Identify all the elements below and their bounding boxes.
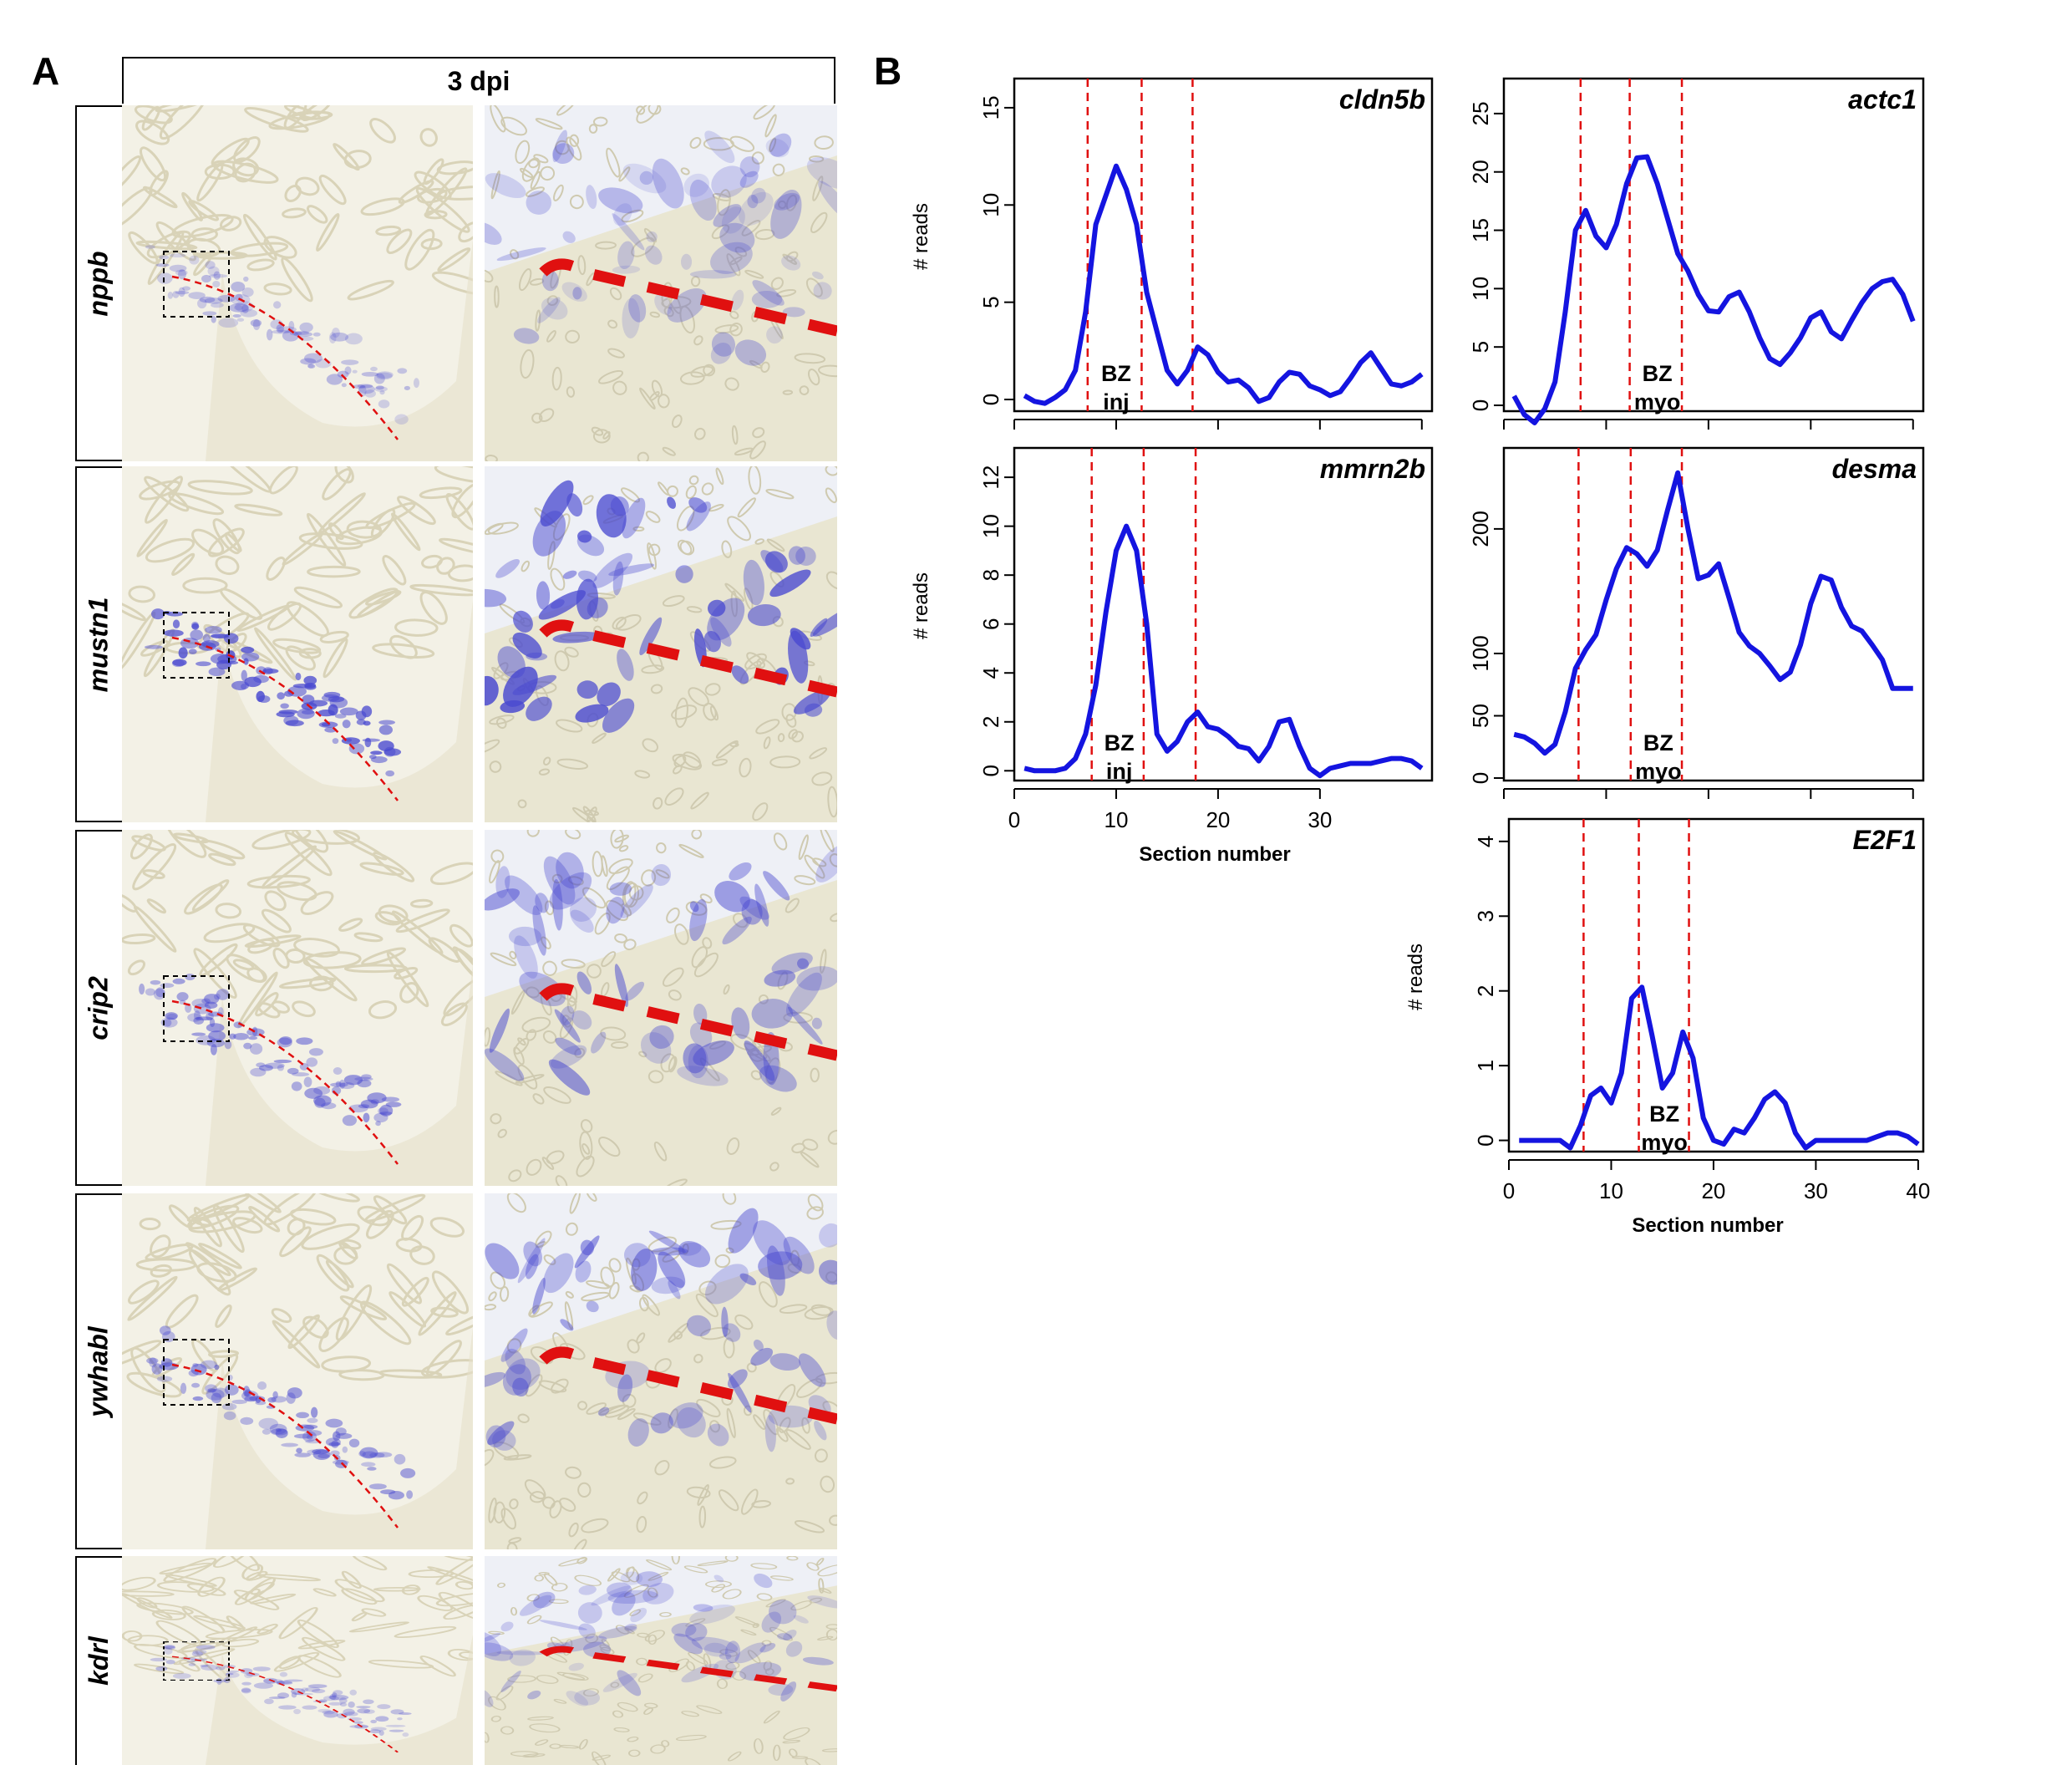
- row-bracket: [75, 466, 122, 822]
- y-tick-label: 5: [1468, 341, 1493, 353]
- x-tick-label: 10: [1104, 807, 1128, 832]
- panel-b-label: B: [874, 49, 902, 93]
- column-header: 3 dpi: [122, 57, 835, 104]
- series-line: [1513, 470, 1913, 756]
- x-axis-label: Section number: [1139, 843, 1290, 866]
- y-tick-label: 15: [978, 95, 1003, 120]
- y-tick-label: 10: [1468, 277, 1493, 301]
- y-tick-label: 0: [978, 394, 1003, 405]
- bz-label: BZ: [1643, 361, 1673, 386]
- y-tick-label: 8: [978, 569, 1003, 581]
- plot-frame: [1507, 817, 1925, 1153]
- x-tick-label: 30: [1804, 1178, 1828, 1203]
- bz-sublabel: myo: [1634, 389, 1681, 415]
- x-tick-label: 20: [1206, 807, 1230, 832]
- bz-label: BZ: [1643, 730, 1673, 755]
- y-tick-label: 12: [978, 465, 1003, 490]
- plot-frame: [1013, 77, 1434, 413]
- bz-sublabel: myo: [1641, 1130, 1688, 1155]
- zoom-micrograph: [485, 466, 837, 822]
- y-tick-label: 2: [978, 716, 1003, 728]
- overview-micrograph: [122, 105, 473, 461]
- y-axis-label: # reads: [1404, 944, 1427, 1010]
- y-tick-label: 25: [1468, 101, 1493, 125]
- chart-cldn5b: 0 5 10 15 cldn5b BZ inj # reads: [910, 77, 1434, 430]
- y-tick-label: 2: [1473, 984, 1498, 996]
- y-tick-label: 0: [978, 765, 1003, 776]
- plot-frame: [1502, 446, 1925, 782]
- series-line: [1511, 154, 1916, 425]
- gene-title: desma: [1832, 454, 1917, 484]
- image-row-nppb: nppb: [75, 105, 837, 461]
- image-row-crip2: crip2: [75, 830, 837, 1186]
- bz-sublabel: myo: [1635, 759, 1682, 784]
- series-line: [1519, 984, 1920, 1151]
- x-axis-label: Section number: [1632, 1214, 1783, 1237]
- chart-mmrn2b: 0 2 4 6 8 10 12 0 10 20 30 mmrn2b BZ inj # reads Sectio…: [910, 446, 1434, 866]
- y-tick-label: 0: [1468, 772, 1493, 784]
- bz-sublabel: inj: [1106, 759, 1133, 784]
- column-header-text: 3 dpi: [447, 66, 510, 96]
- overview-micrograph: [122, 1556, 473, 1765]
- x-tick-label: 40: [1906, 1178, 1930, 1203]
- overview-micrograph: [122, 466, 473, 822]
- overview-micrograph: [122, 830, 473, 1186]
- y-tick-label: 200: [1468, 511, 1493, 547]
- chart-actc1: 0 5 10 15 20 25 actc1 BZ myo: [1468, 77, 1925, 430]
- y-tick-label: 0: [1473, 1134, 1498, 1146]
- panel-a-label: A: [32, 49, 60, 93]
- zoom-micrograph: [485, 1193, 837, 1549]
- x-tick-label: 20: [1701, 1178, 1725, 1203]
- series-line: [1023, 163, 1424, 406]
- y-tick-label: 100: [1468, 635, 1493, 671]
- x-tick-label: 0: [1008, 807, 1020, 832]
- row-bracket: [75, 830, 122, 1186]
- bz-label: BZ: [1105, 730, 1135, 755]
- chart-desma: 0 50 100 200 desma BZ myo: [1468, 446, 1925, 799]
- y-tick-label: 6: [978, 618, 1003, 629]
- x-tick-label: 0: [1503, 1178, 1515, 1203]
- y-tick-label: 10: [978, 514, 1003, 538]
- y-axis-label: # reads: [910, 203, 932, 270]
- bz-label: BZ: [1649, 1101, 1679, 1127]
- zoom-micrograph: [485, 830, 837, 1186]
- x-tick-label: 30: [1308, 807, 1332, 832]
- y-axis-label: # reads: [910, 572, 932, 639]
- y-tick-label: 4: [1473, 836, 1498, 847]
- series-line: [1023, 523, 1424, 779]
- plot-frame: [1013, 446, 1434, 782]
- y-tick-label: 0: [1468, 399, 1493, 411]
- zoom-micrograph: [485, 105, 837, 461]
- zoom-micrograph: [485, 1556, 837, 1765]
- gene-title: mmrn2b: [1320, 454, 1425, 484]
- y-tick-label: 10: [978, 193, 1003, 217]
- y-tick-label: 15: [1468, 218, 1493, 242]
- gene-title: actc1: [1848, 84, 1917, 114]
- overview-micrograph: [122, 1193, 473, 1549]
- y-tick-label: 50: [1468, 704, 1493, 728]
- plot-frame: [1502, 77, 1925, 413]
- bz-sublabel: inj: [1103, 389, 1130, 415]
- row-bracket: [75, 1193, 122, 1549]
- y-tick-label: 4: [978, 667, 1003, 679]
- image-row-ywhabl: ywhabl: [75, 1193, 837, 1549]
- gene-title: cldn5b: [1339, 84, 1425, 114]
- row-bracket: [75, 105, 122, 461]
- image-row-mustn1: mustn1: [75, 466, 837, 822]
- y-tick-label: 1: [1473, 1060, 1498, 1071]
- row-bracket: [75, 1556, 122, 1765]
- bz-label: BZ: [1101, 361, 1131, 386]
- y-tick-label: 20: [1468, 160, 1493, 184]
- gene-title: E2F1: [1853, 825, 1917, 855]
- y-tick-label: 3: [1473, 910, 1498, 922]
- y-tick-label: 5: [978, 296, 1003, 308]
- image-row-kdrl: kdrl: [75, 1556, 837, 1765]
- x-tick-label: 10: [1599, 1178, 1623, 1203]
